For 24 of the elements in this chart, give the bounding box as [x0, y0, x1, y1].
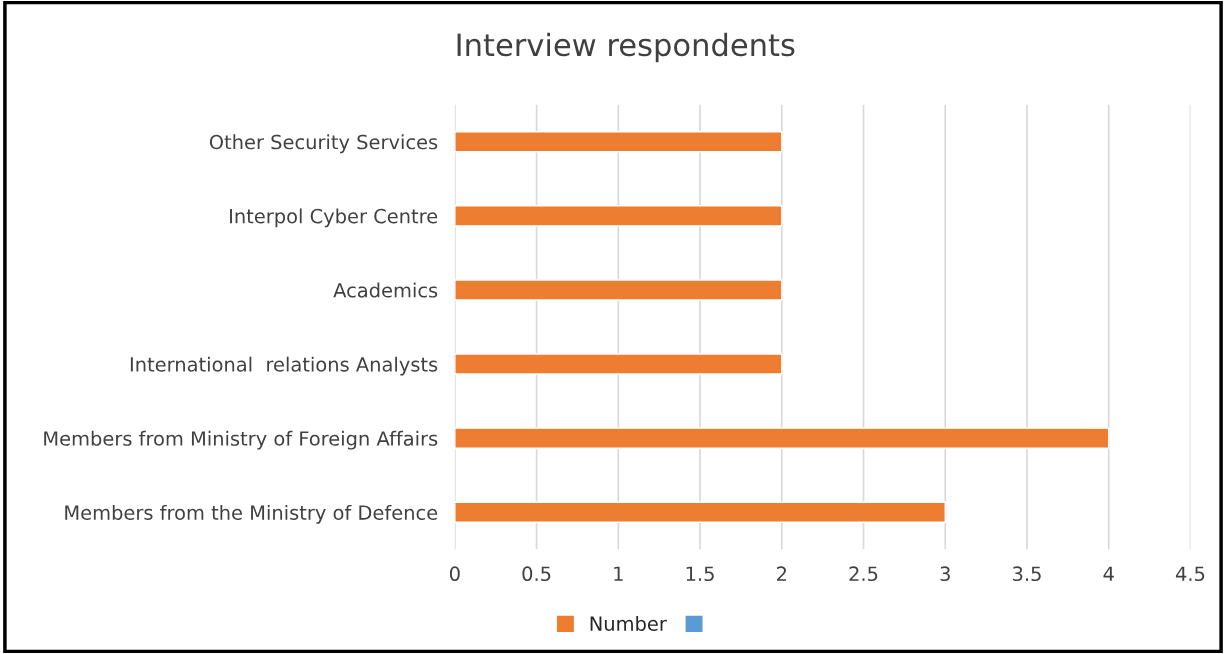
chart-title: Interview respondents	[457, 32, 795, 63]
bar	[454, 501, 946, 524]
bar	[454, 130, 783, 153]
y-tick-label: Other Security Services	[209, 134, 438, 154]
x-tick-label: 3.5	[1013, 566, 1041, 582]
bar	[454, 353, 783, 375]
y-tick-label: Members from Ministry of Foreign Affairs	[44, 430, 438, 450]
x-tick-label: 2	[777, 566, 787, 581]
x-tick-label: 4.5	[1175, 566, 1205, 582]
bar	[454, 427, 1110, 449]
x-tick-label: 2.5	[849, 566, 878, 582]
x-tick-label: 1	[614, 566, 623, 581]
x-tick-label: 0	[449, 566, 460, 582]
x-tick-label: 4	[1103, 566, 1114, 581]
x-tick-label: 0.5	[522, 566, 551, 582]
x-tick-label: 3	[940, 566, 950, 582]
x-tick-label: 1.5	[686, 566, 714, 582]
y-tick-label: Interpol Cyber Centre	[230, 208, 438, 228]
legend-label: Number	[590, 615, 667, 631]
y-tick-label: International relations Analysts	[130, 356, 438, 376]
bar	[454, 279, 783, 301]
bar	[454, 205, 783, 227]
y-tick-label: Members from the Ministry of Defence	[65, 504, 438, 524]
y-tick-label: Academics	[333, 282, 438, 298]
